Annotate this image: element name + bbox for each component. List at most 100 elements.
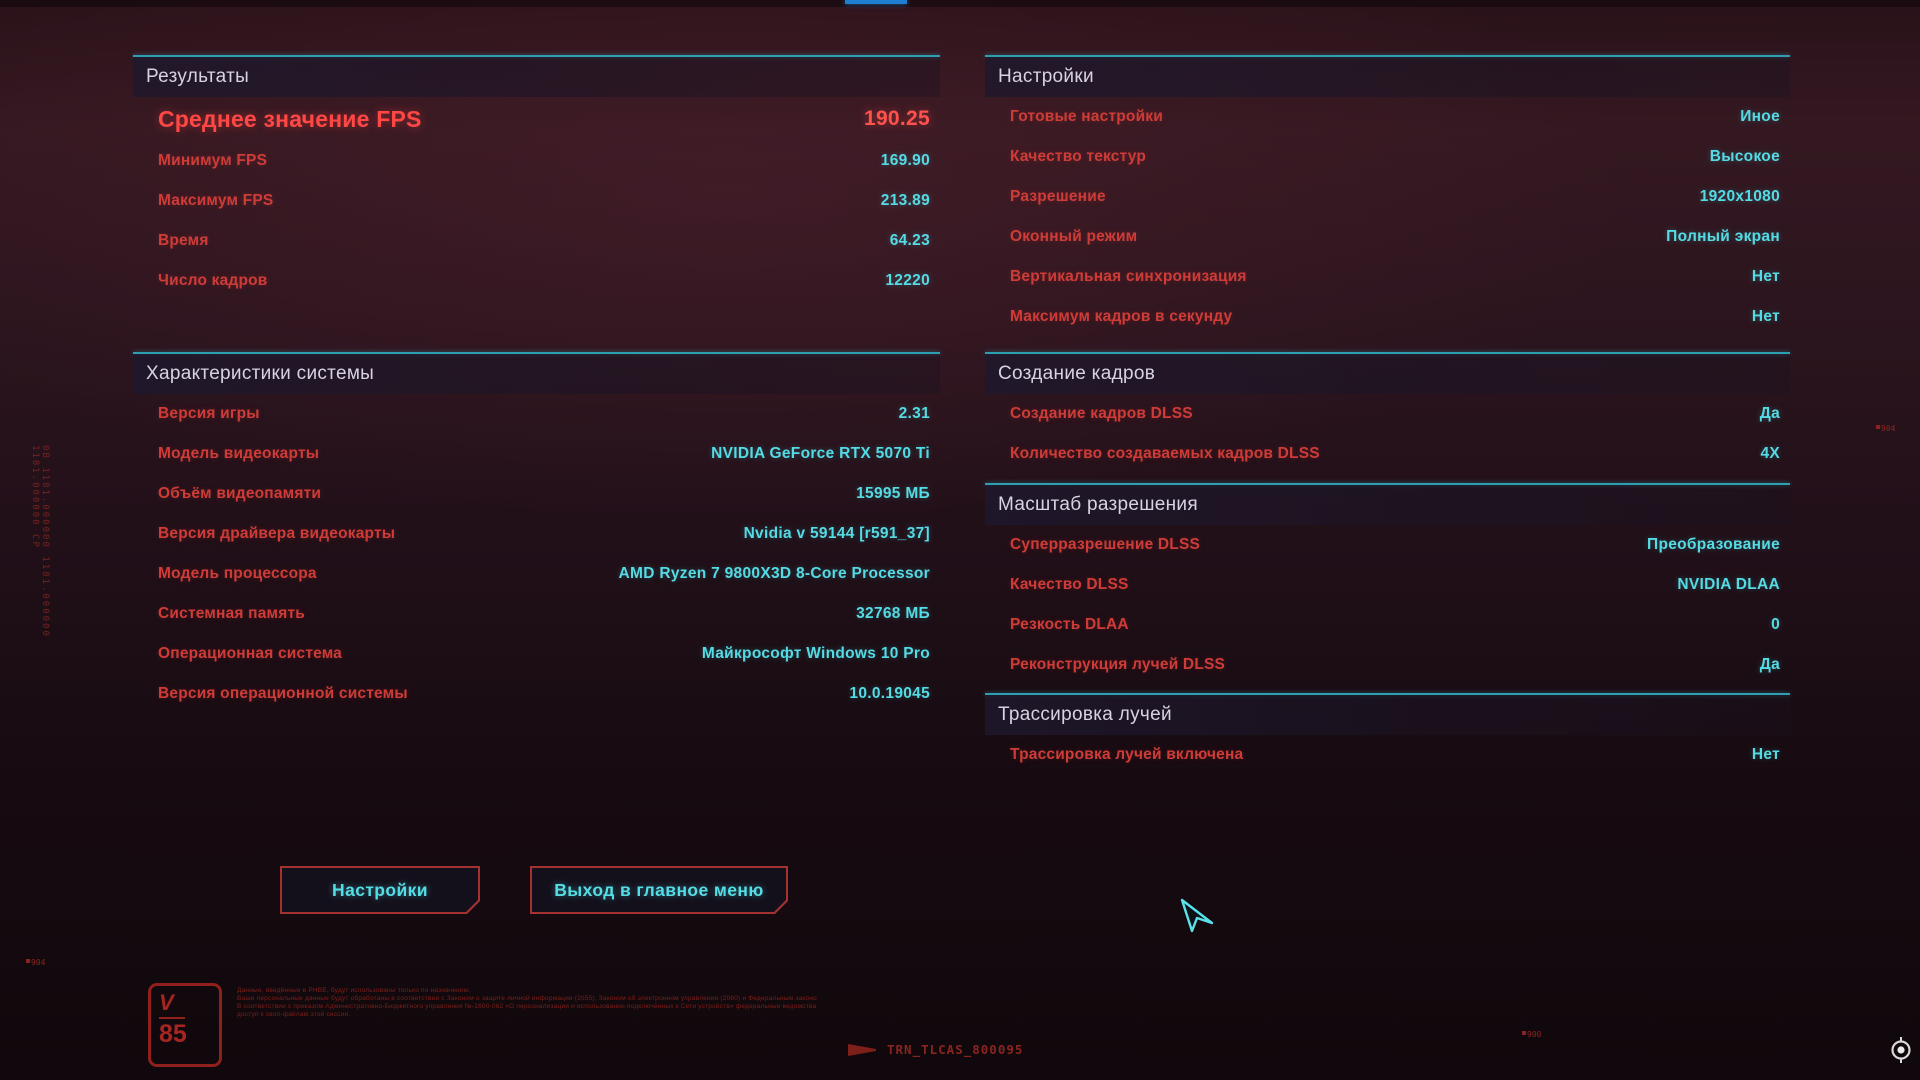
spec-value: AMD Ryzen 7 9800X3D 8-Core Processor xyxy=(618,565,930,582)
glitch-mark-bottom-left: 904 xyxy=(26,958,45,967)
setting-label: Суперразрешение DLSS xyxy=(1010,536,1201,553)
setting-row-dlss-quality: Качество DLSS NVIDIA DLAA xyxy=(985,565,1790,605)
setting-label: Оконный режим xyxy=(1010,228,1138,245)
spec-label: Объём видеопамяти xyxy=(158,485,322,502)
rating-letter: V xyxy=(159,990,174,1015)
setting-row-fps-cap: Максимум кадров в секунду Нет xyxy=(985,297,1790,337)
result-label: Время xyxy=(158,232,209,249)
ray-tracing-title: Трассировка лучей xyxy=(998,704,1172,725)
exit-to-main-menu-button[interactable]: Выход в главное меню xyxy=(530,866,788,914)
vertical-debug-code: 0B 1181.000000 1181.000000 1181.000000 C… xyxy=(30,445,50,638)
section-divider-line xyxy=(985,483,1790,485)
results-title: Результаты xyxy=(146,66,250,87)
action-buttons: Настройки Выход в главное меню xyxy=(280,866,788,914)
spec-row-vram: Объём видеопамяти 15995 МБ xyxy=(133,474,940,514)
setting-row-preset: Готовые настройки Иное xyxy=(985,97,1790,137)
setting-value: Высокое xyxy=(1709,148,1780,165)
legal-disclaimer-text: Данные, введённые в РНВЕ, будут использо… xyxy=(237,987,817,1019)
setting-row-dlaa-sharpness: Резкость DLAA 0 xyxy=(985,605,1790,645)
exit-button-label: Выход в главное меню xyxy=(532,868,786,912)
results-section-header: Результаты xyxy=(133,57,940,97)
spec-value: Майкрософт Windows 10 Pro xyxy=(701,645,930,662)
spec-row-os: Операционная система Майкрософт Windows … xyxy=(133,634,940,674)
setting-value: Полный экран xyxy=(1666,228,1780,245)
settings-title: Настройки xyxy=(998,66,1094,87)
top-blue-indicator-bar xyxy=(845,0,907,4)
glitch-text: 900 xyxy=(1527,1030,1542,1039)
session-code: TRN_TLCAS_800095 xyxy=(887,1042,1024,1057)
result-label: Среднее значение FPS xyxy=(158,105,422,132)
resolution-scaling-title: Масштаб разрешения xyxy=(998,494,1198,515)
rating-number: 85 xyxy=(159,1020,187,1048)
result-row-frame-count: Число кадров 12220 xyxy=(133,261,940,301)
setting-value: Иное xyxy=(1740,108,1780,125)
setting-value: Нет xyxy=(1751,268,1780,285)
system-specs-header: Характеристики системы xyxy=(133,354,940,394)
spec-value: Nvidia v 59144 [r591_37] xyxy=(743,525,930,542)
spec-label: Операционная система xyxy=(158,645,343,662)
legal-line: Данные, введённые в РНВЕ, будут использо… xyxy=(237,987,471,994)
top-dark-strip xyxy=(0,0,1920,7)
setting-label: Качество DLSS xyxy=(1010,576,1129,593)
resolution-scaling-header: Масштаб разрешения xyxy=(985,485,1790,525)
setting-label: Реконструкция лучей DLSS xyxy=(1010,656,1226,673)
spec-label: Системная память xyxy=(158,605,305,622)
setting-label: Трассировка лучей включена xyxy=(1010,746,1244,763)
ray-tracing-header: Трассировка лучей xyxy=(985,695,1790,735)
frame-generation-title: Создание кадров xyxy=(998,363,1156,384)
record-indicator-icon xyxy=(1888,1037,1914,1068)
glitch-square-icon xyxy=(1522,1031,1526,1035)
spec-value: 15995 МБ xyxy=(856,485,930,502)
results-section: Результаты Среднее значение FPS 190.25 М… xyxy=(133,55,940,301)
glitch-mark-bottom-center: 900 xyxy=(1522,1030,1541,1039)
result-row-average-fps: Среднее значение FPS 190.25 xyxy=(133,97,940,141)
setting-value: Нет xyxy=(1751,746,1780,763)
section-divider-line xyxy=(133,352,940,354)
setting-label: Максимум кадров в секунду xyxy=(1010,308,1233,325)
system-specs-title: Характеристики системы xyxy=(146,363,375,384)
legal-line: Ваши персональные данные будут обработан… xyxy=(237,995,817,1002)
spec-value: 32768 МБ xyxy=(856,605,930,622)
glitch-text: 904 xyxy=(31,958,46,967)
spec-value: NVIDIA GeForce RTX 5070 Ti xyxy=(711,445,930,462)
setting-row-vsync: Вертикальная синхронизация Нет xyxy=(985,257,1790,297)
setting-value: Да xyxy=(1759,656,1780,673)
spec-row-game-version: Версия игры 2.31 xyxy=(133,394,940,434)
setting-row-texture-quality: Качество текстур Высокое xyxy=(985,137,1790,177)
setting-row-ray-tracing-enabled: Трассировка лучей включена Нет xyxy=(985,735,1790,775)
spec-label: Версия операционной системы xyxy=(158,685,408,702)
setting-label: Качество текстур xyxy=(1010,148,1147,165)
frame-generation-header: Создание кадров xyxy=(985,354,1790,394)
setting-row-resolution: Разрешение 1920x1080 xyxy=(985,177,1790,217)
result-value: 190.25 xyxy=(863,107,930,130)
glitch-text: 904 xyxy=(1881,424,1896,433)
rating-divider xyxy=(159,1017,185,1019)
spec-value: 2.31 xyxy=(898,405,930,422)
legal-line: доступ к своп-файлам этой сессии. xyxy=(237,1011,351,1018)
section-divider-line xyxy=(133,55,940,57)
setting-row-dlss-frame-gen: Создание кадров DLSS Да xyxy=(985,394,1790,434)
section-divider-line xyxy=(985,693,1790,695)
legal-line: В соответствии с приказом Административн… xyxy=(237,1003,817,1010)
spec-row-cpu-model: Модель процессора AMD Ryzen 7 9800X3D 8-… xyxy=(133,554,940,594)
spec-value: 10.0.19045 xyxy=(849,685,930,702)
result-row-max-fps: Максимум FPS 213.89 xyxy=(133,181,940,221)
settings-section: Настройки Готовые настройки Иное Качеств… xyxy=(985,55,1790,337)
session-code-row: TRN_TLCAS_800095 xyxy=(848,1042,1023,1057)
system-specs-section: Характеристики системы Версия игры 2.31 … xyxy=(133,352,940,714)
result-row-time: Время 64.23 xyxy=(133,221,940,261)
setting-label: Создание кадров DLSS xyxy=(1010,405,1193,422)
settings-button[interactable]: Настройки xyxy=(280,866,480,914)
resolution-scaling-section: Масштаб разрешения Суперразрешение DLSS … xyxy=(985,483,1790,685)
glitch-mark-right: 904 xyxy=(1876,424,1895,433)
settings-section-header: Настройки xyxy=(985,57,1790,97)
setting-value: NVIDIA DLAA xyxy=(1677,576,1780,593)
age-rating-badge: V 85 xyxy=(148,983,222,1067)
setting-row-dlss-ray-reconstruction: Реконструкция лучей DLSS Да xyxy=(985,645,1790,685)
result-value: 213.89 xyxy=(880,192,930,209)
result-row-min-fps: Минимум FPS 169.90 xyxy=(133,141,940,181)
glitch-square-icon xyxy=(1876,425,1880,429)
setting-value: 1920x1080 xyxy=(1699,188,1780,205)
spec-label: Версия игры xyxy=(158,405,260,422)
frame-generation-section: Создание кадров Создание кадров DLSS Да … xyxy=(985,352,1790,474)
